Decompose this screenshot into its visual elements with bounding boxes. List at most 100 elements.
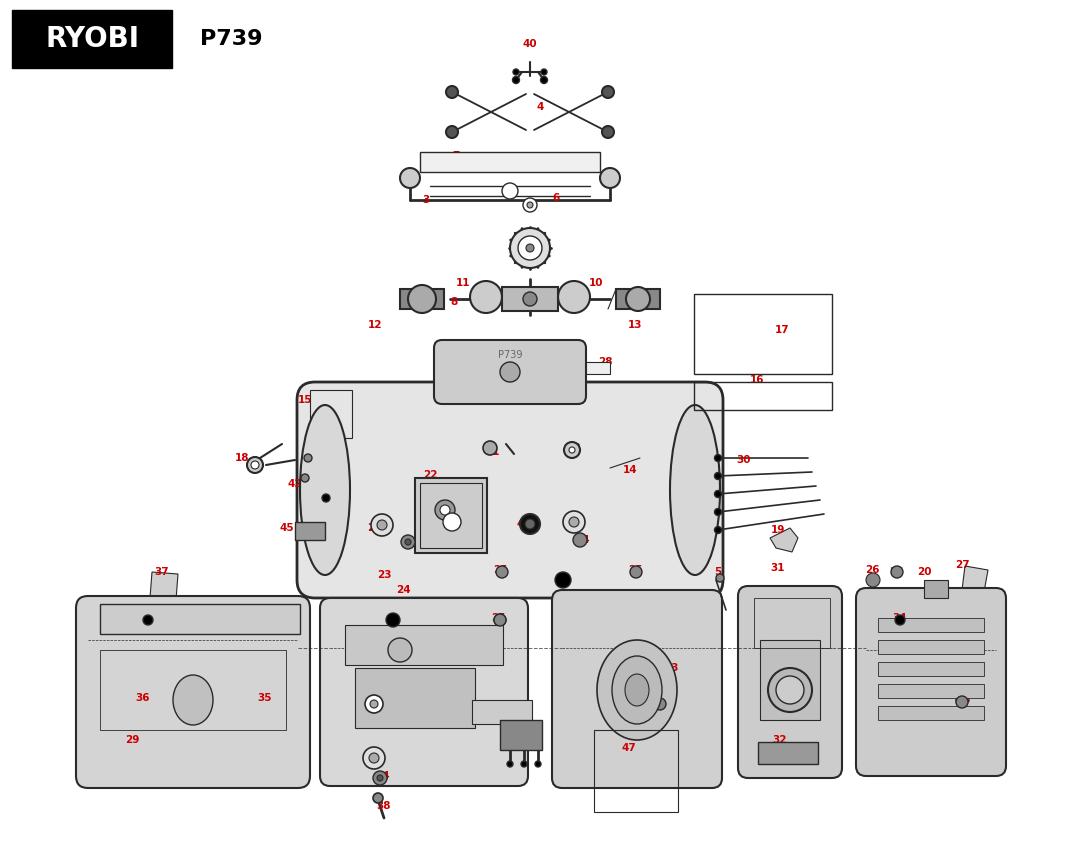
- Circle shape: [535, 761, 541, 767]
- Circle shape: [574, 533, 587, 547]
- Bar: [460, 362, 610, 374]
- Text: 23: 23: [367, 751, 382, 761]
- Circle shape: [510, 228, 550, 268]
- Circle shape: [496, 566, 508, 578]
- Text: 25: 25: [956, 695, 970, 705]
- Text: 22: 22: [423, 470, 437, 480]
- FancyBboxPatch shape: [297, 382, 723, 598]
- Circle shape: [714, 526, 722, 534]
- Circle shape: [525, 519, 535, 529]
- Bar: [879, 684, 984, 698]
- Text: 30: 30: [737, 455, 751, 465]
- Circle shape: [435, 500, 455, 520]
- Text: 18: 18: [235, 453, 249, 463]
- Circle shape: [518, 236, 542, 260]
- Ellipse shape: [500, 157, 520, 167]
- Text: 24: 24: [395, 585, 410, 595]
- Text: 31: 31: [771, 563, 785, 573]
- Text: 23: 23: [377, 570, 391, 580]
- Circle shape: [446, 126, 458, 138]
- Bar: [100, 650, 286, 730]
- Text: 12: 12: [367, 320, 382, 330]
- Text: 41: 41: [521, 723, 535, 733]
- Ellipse shape: [625, 674, 649, 706]
- Text: 46: 46: [517, 519, 532, 529]
- Circle shape: [716, 574, 724, 582]
- Text: 44: 44: [307, 499, 322, 509]
- Circle shape: [527, 202, 533, 208]
- Circle shape: [442, 513, 461, 531]
- Ellipse shape: [522, 155, 558, 169]
- Bar: [594, 730, 678, 812]
- Circle shape: [569, 447, 575, 453]
- FancyBboxPatch shape: [552, 590, 722, 788]
- Circle shape: [520, 514, 540, 534]
- Circle shape: [600, 168, 620, 188]
- Text: 34: 34: [140, 613, 155, 623]
- Text: 25: 25: [491, 613, 505, 623]
- Text: 5: 5: [714, 567, 722, 577]
- Ellipse shape: [462, 155, 498, 169]
- Text: 19: 19: [771, 525, 785, 535]
- Circle shape: [386, 613, 400, 627]
- Circle shape: [768, 668, 812, 712]
- Bar: [295, 522, 325, 540]
- Text: 7: 7: [452, 151, 460, 161]
- Circle shape: [891, 566, 903, 578]
- Text: 43: 43: [315, 453, 330, 463]
- Circle shape: [304, 454, 313, 462]
- Circle shape: [483, 441, 497, 455]
- Text: 38: 38: [377, 801, 391, 811]
- Text: 20: 20: [917, 567, 931, 577]
- FancyBboxPatch shape: [856, 588, 1006, 776]
- Circle shape: [603, 86, 614, 98]
- Circle shape: [654, 696, 666, 708]
- FancyBboxPatch shape: [738, 586, 842, 778]
- Text: 2: 2: [390, 613, 396, 623]
- Circle shape: [513, 69, 519, 75]
- Circle shape: [377, 775, 383, 781]
- Circle shape: [446, 86, 458, 98]
- Text: 25: 25: [656, 695, 670, 705]
- Text: 6: 6: [552, 193, 560, 203]
- Circle shape: [301, 474, 309, 482]
- Bar: [420, 152, 600, 172]
- Text: 45: 45: [279, 523, 294, 533]
- Circle shape: [322, 494, 330, 502]
- Text: 23: 23: [568, 519, 582, 529]
- Text: 25: 25: [627, 565, 642, 575]
- Bar: [100, 604, 300, 634]
- Circle shape: [440, 505, 450, 515]
- Ellipse shape: [612, 656, 662, 724]
- Text: 2: 2: [560, 573, 567, 583]
- Text: 9: 9: [521, 235, 527, 245]
- Text: 28: 28: [598, 357, 612, 367]
- Ellipse shape: [173, 675, 213, 725]
- Circle shape: [626, 287, 650, 311]
- Polygon shape: [193, 698, 268, 726]
- Circle shape: [363, 747, 384, 769]
- Circle shape: [540, 77, 548, 83]
- Circle shape: [507, 761, 513, 767]
- Circle shape: [523, 198, 537, 212]
- Bar: [345, 625, 503, 665]
- Text: 8: 8: [450, 297, 458, 307]
- Text: 23: 23: [366, 523, 381, 533]
- Circle shape: [956, 696, 968, 708]
- Text: 33: 33: [665, 663, 679, 673]
- Circle shape: [866, 573, 880, 587]
- Circle shape: [555, 572, 571, 588]
- Text: 26: 26: [865, 565, 880, 575]
- Bar: [694, 382, 832, 410]
- Bar: [420, 483, 482, 548]
- Bar: [879, 618, 984, 632]
- Circle shape: [373, 771, 387, 785]
- Circle shape: [388, 638, 412, 662]
- Text: P739: P739: [200, 29, 262, 49]
- Ellipse shape: [597, 640, 677, 740]
- Circle shape: [401, 535, 415, 549]
- Circle shape: [247, 457, 263, 473]
- Text: 25: 25: [889, 567, 903, 577]
- Circle shape: [502, 183, 518, 199]
- Polygon shape: [150, 572, 178, 600]
